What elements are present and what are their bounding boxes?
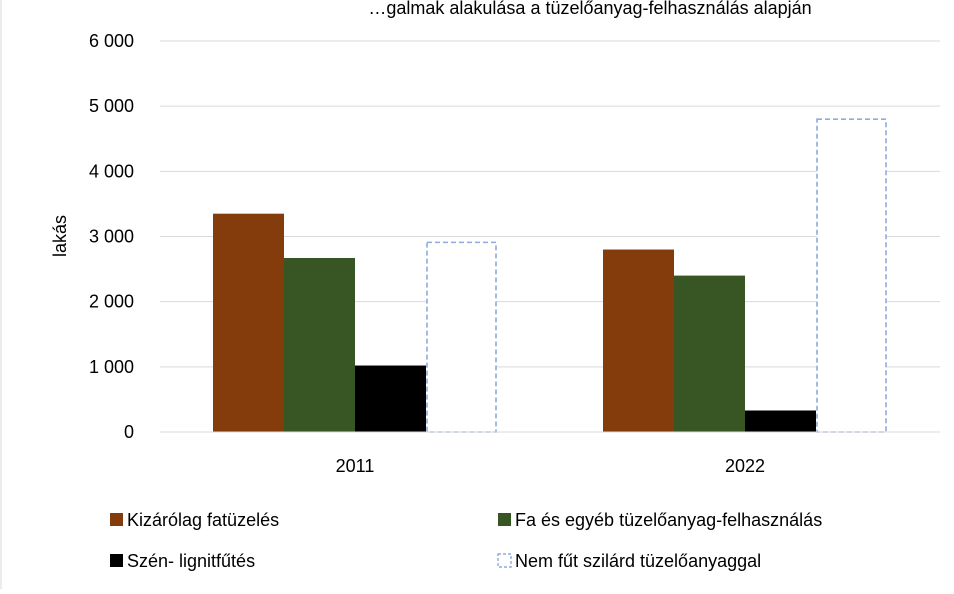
y-axis-ticks: 0 1 000 2 000 3 000 4 000 5 000 6 000	[89, 31, 134, 442]
y-axis-label: lakás	[50, 215, 70, 257]
legend-label: Nem fűt szilárd tüzelőanyaggal	[515, 551, 761, 571]
legend-item: Kizárólag fatüzelés	[110, 510, 279, 530]
y-tick-label: 3 000	[89, 227, 134, 247]
legend-item: Szén- lignitfűtés	[110, 551, 255, 571]
y-tick-label: 0	[124, 422, 134, 442]
bar	[426, 241, 497, 433]
bar	[213, 213, 284, 432]
chart-title: …galmak alakulása a tüzelőanyag-felhaszn…	[368, 0, 811, 18]
legend-item: Fa és egyéb tüzelőanyag-felhasználás	[498, 510, 822, 530]
y-tick-label: 4 000	[89, 161, 134, 181]
x-tick-label: 2011	[336, 456, 375, 476]
y-tick-label: 1 000	[89, 357, 134, 377]
legend-swatch	[498, 513, 511, 526]
legend: Kizárólag fatüzelés Fa és egyéb tüzelőany…	[110, 510, 822, 571]
y-tick-label: 5 000	[89, 96, 134, 116]
legend-swatch	[497, 553, 512, 568]
bar	[284, 258, 355, 432]
legend-item: Nem fűt szilárd tüzelőanyaggal	[497, 551, 761, 571]
legend-label: Szén- lignitfűtés	[127, 551, 255, 571]
legend-label: Kizárólag fatüzelés	[127, 510, 279, 530]
legend-label: Fa és egyéb tüzelőanyag-felhasználás	[515, 510, 822, 530]
bar	[674, 275, 745, 432]
x-axis-ticks: 2011 2022	[336, 456, 765, 476]
bar	[745, 410, 816, 432]
y-tick-label: 2 000	[89, 292, 134, 312]
bar	[355, 365, 426, 432]
legend-swatch	[110, 554, 123, 567]
legend-swatch	[110, 513, 123, 526]
bar	[816, 118, 887, 433]
x-tick-label: 2022	[725, 456, 765, 476]
y-tick-label: 6 000	[89, 31, 134, 51]
bar	[603, 249, 674, 432]
bars	[213, 118, 887, 433]
